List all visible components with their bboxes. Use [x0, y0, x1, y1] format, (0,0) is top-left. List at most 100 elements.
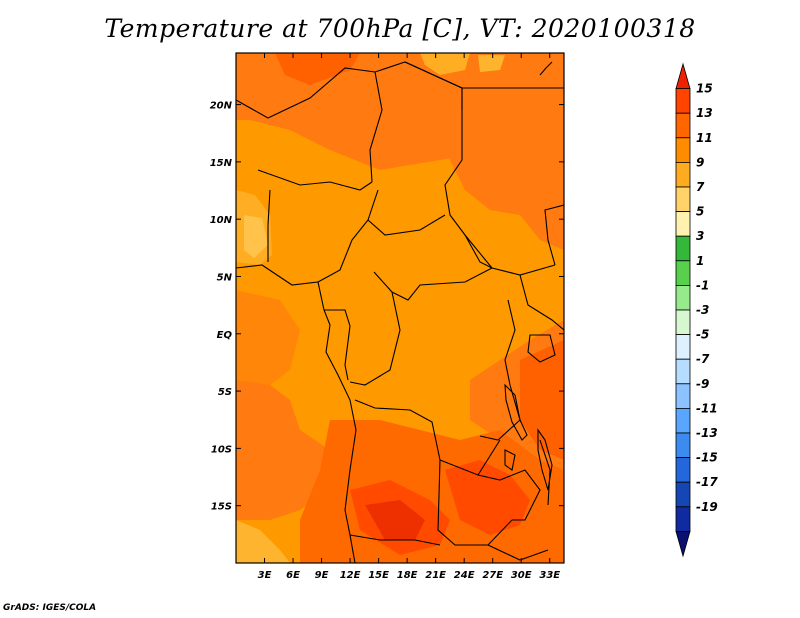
red-sea-coast: [539, 61, 553, 76]
colorbar-swatch: [675, 506, 691, 532]
lon-tick-label: 12E: [340, 570, 361, 581]
region-cool-north-a: [420, 53, 470, 75]
lat-tick-label: 10S: [211, 444, 232, 455]
lon-tick-label: 33E: [539, 570, 560, 581]
colorbar-label: 13: [696, 106, 713, 120]
map-title: Temperature at 700hPa [C], VT: 202010031…: [104, 14, 696, 43]
lat-tick-label: 15N: [210, 158, 233, 169]
lon-axis: 3E 6E 9E 12E 15E 18E 21E 24E 27E 30E 33E: [258, 53, 560, 581]
credit-text: GrADS: IGES/COLA: [3, 603, 97, 613]
lon-tick-label: 21E: [425, 570, 446, 581]
region-cool-west-b: [244, 215, 268, 258]
colorbar-label: 15: [696, 82, 713, 96]
lon-tick-label: 15E: [368, 570, 389, 581]
lat-tick-label: EQ: [217, 330, 233, 341]
colorbar-swatch: [675, 186, 691, 213]
colorbar-label: 7: [696, 180, 705, 194]
lat-axis: 20N 15N 10N 5N EQ 5S 10S 15S: [210, 101, 564, 513]
border-car-south: [373, 267, 493, 301]
lake-tanganyika: [504, 383, 528, 441]
lon-tick-label: 6E: [286, 570, 300, 581]
country-borders: [236, 61, 564, 563]
colorbar-label: 11: [696, 131, 713, 145]
colorbar-swatch: [675, 309, 691, 336]
region-cool-north-b: [478, 55, 505, 72]
region-east-hot: [520, 340, 564, 460]
colorbar-swatch: [675, 137, 691, 163]
colorbar-label: -5: [696, 328, 709, 342]
border-benin-nigeria: [267, 189, 271, 262]
colorbar-top-arrow: [675, 62, 691, 89]
colorbar: 15 13 11 9 7 5 3 1 -1 -3 -5 -7 -9 -11 -13 -15 -17 -19: [675, 62, 718, 558]
colorbar-swatch: [675, 112, 691, 139]
colorbar-swatch: [675, 334, 691, 360]
temperature-field: [236, 53, 564, 563]
border-uganda-kenya: [519, 274, 564, 331]
border-zimbabwe: [487, 544, 549, 561]
colorbar-label: 9: [696, 155, 704, 169]
colorbar-label: -19: [696, 500, 718, 514]
colorbar-swatch: [675, 260, 691, 286]
colorbar-swatch: [675, 432, 691, 459]
region-south-hot-b: [445, 460, 530, 535]
border-malawi: [539, 439, 551, 506]
colorbar-swatch: [675, 358, 691, 385]
colorbar-swatch: [675, 235, 691, 262]
lake-mweru: [504, 449, 516, 471]
lat-tick-label: 20N: [210, 101, 233, 112]
colorbar-swatch: [675, 457, 691, 483]
colorbar-label: -11: [696, 401, 718, 415]
border-chad-sudan: [444, 110, 493, 269]
lon-tick-label: 24E: [454, 570, 475, 581]
lon-tick-label: 18E: [397, 570, 418, 581]
border-niger-chad: [369, 71, 383, 183]
border-ethiopia: [544, 204, 564, 266]
colorbar-label: -17: [696, 475, 718, 489]
border-angola-zambia: [437, 459, 513, 546]
map-frame: [235, 52, 565, 564]
lon-tick-label: 9E: [315, 570, 329, 581]
lon-tick-label: 30E: [511, 570, 532, 581]
border-nigeria-cameroon: [317, 189, 379, 283]
region-northeast-warm: [450, 80, 564, 250]
colorbar-bottom-arrow: [675, 531, 691, 558]
colorbar-label: -3: [696, 303, 709, 317]
colorbar-label: -7: [696, 352, 710, 366]
border-zambia-east: [477, 469, 541, 521]
lat-tick-label: 5N: [217, 272, 233, 283]
colorbar-swatch: [675, 88, 691, 114]
colorbar-label: -9: [696, 377, 709, 391]
lon-tick-label: 27E: [482, 570, 503, 581]
coastline-gulf-of-guinea: [236, 264, 357, 563]
border-chad-car: [367, 214, 446, 236]
border-drc-east: [479, 299, 521, 441]
lat-tick-label: 15S: [211, 502, 232, 513]
colorbar-label: -1: [696, 278, 709, 292]
colorbar-swatch: [675, 284, 691, 311]
colorbar-label: -15: [696, 451, 718, 465]
border-egypt-sudan: [461, 87, 564, 110]
lake-victoria: [527, 334, 556, 363]
region-south-core: [365, 500, 425, 540]
border-cameroon-gabon: [324, 309, 351, 381]
border-congo-drc: [349, 291, 401, 386]
border-sudan-south: [464, 234, 556, 276]
lon-tick-label: 3E: [258, 570, 272, 581]
border-nigeria-north: [257, 169, 373, 191]
colorbar-swatch: [675, 407, 691, 434]
region-cool-sw: [236, 520, 290, 563]
border-angola-namibia: [349, 534, 441, 546]
region-west-warm: [236, 290, 300, 385]
lat-tick-label: 10N: [210, 215, 233, 226]
lat-tick-label: 5S: [218, 387, 232, 398]
colorbar-label: -13: [696, 426, 718, 440]
colorbar-swatch: [675, 211, 691, 237]
colorbar-label: 5: [696, 205, 704, 219]
region-northwest-hot: [275, 53, 360, 85]
colorbar-swatch: [675, 481, 691, 508]
colorbar-swatch: [675, 161, 691, 188]
colorbar-label: 1: [696, 254, 704, 268]
colorbar-swatch: [675, 383, 691, 409]
colorbar-label: 3: [696, 229, 704, 243]
